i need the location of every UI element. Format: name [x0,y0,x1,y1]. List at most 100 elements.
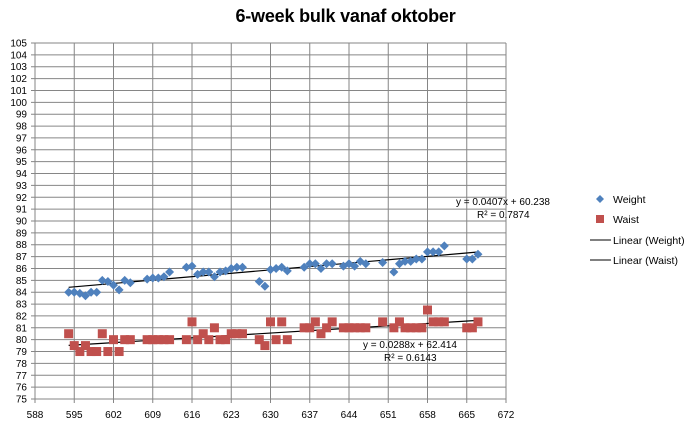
waist-point [125,335,135,345]
waist-point [266,317,275,327]
chart-title: 6-week bulk vanaf oktober [235,6,456,26]
trendline-equations: y = 0.0407x + 60.238 R² = 0.7874 y = 0.028… [363,197,550,364]
waist-point [305,323,315,333]
waist-point [97,329,107,339]
waist-point [361,323,371,333]
weight-point [400,256,410,266]
waist-point [417,323,427,333]
waist-point [260,341,270,351]
x-tick-label: 644 [341,410,358,421]
weight-point [473,249,483,259]
waist-point [316,329,326,339]
y-tick-label: 99 [16,110,28,121]
y-tick-label: 88 [16,240,28,251]
weight-point [114,285,124,295]
y-tick-label: 92 [16,193,28,204]
waist-point [120,335,130,345]
weight-point [434,247,444,257]
weight-point [439,241,449,251]
y-tick-label: 90 [16,217,28,228]
waist-point [198,329,208,339]
y-tick-label: 105 [10,39,27,50]
legend-label: Waist [613,214,639,226]
x-tick-label: 595 [66,410,83,421]
x-tick-label: 602 [105,410,122,421]
weight-point [232,262,242,272]
waist-point [64,329,74,339]
waist-point [142,335,152,345]
weight-point [428,247,438,257]
waist-point [411,323,421,333]
waist-point [271,335,281,345]
x-tick-label: 609 [144,410,161,421]
weight-point [237,262,247,272]
y-tick-label: 98 [16,122,28,133]
weight-point [125,278,135,288]
weight-point [148,273,158,283]
y-tick-label: 102 [10,74,27,85]
waist-point [439,317,449,327]
waist-point [423,305,432,315]
weight-point [187,261,197,271]
waist-point [282,335,292,345]
y-tick-label: 84 [16,288,28,299]
x-tick-label: 672 [498,410,515,421]
waist-point [400,323,410,333]
weight-r2: R² = 0.7874 [477,210,530,221]
y-tick-label: 93 [16,181,28,192]
waist-point [299,323,309,333]
waist-point [80,341,90,351]
y-tick-label: 87 [16,252,28,263]
y-tick-label: 95 [16,157,28,168]
y-tick-label: 100 [10,98,27,109]
legend-label: Weight [613,194,646,206]
waist-point [69,341,79,351]
weight-equation: y = 0.0407x + 60.238 [456,197,550,208]
y-tick-label: 75 [16,395,28,406]
y-tick-label: 82 [16,311,28,322]
waist-point [406,323,416,333]
waist-point [254,335,264,345]
y-tick-label: 79 [16,347,28,358]
waist-point [103,347,113,357]
legend-waist-icon [596,215,604,223]
weight-point [282,266,292,276]
waist-point [181,335,191,345]
waist-point [75,347,85,357]
legend-label: Linear (Weight) [613,235,685,247]
waist-point [394,317,404,327]
waist-point [187,317,197,327]
legend-label: Linear (Waist) [613,255,678,267]
weight-point [64,287,74,297]
y-tick-label: 80 [16,335,28,346]
weight-point [260,281,270,291]
waist-point [473,317,483,327]
waist-point [215,335,225,345]
x-tick-label: 588 [27,410,44,421]
waist-point [92,347,102,357]
waist-point [148,335,158,345]
weight-point [322,259,332,269]
y-tick-label: 97 [16,133,28,144]
y-tick-label: 77 [16,371,28,382]
waist-point [378,317,388,327]
waist-point [209,323,219,333]
data-points [64,241,483,357]
waist-point [462,323,472,333]
waist-point [193,335,203,345]
waist-point [159,335,169,345]
weight-point [462,254,472,264]
waist-point [428,317,438,327]
waist-point [389,323,399,333]
weight-point [350,261,360,271]
waist-point [434,317,444,327]
waist-equation: y = 0.0288x + 62.414 [363,340,457,351]
waist-point [109,335,118,345]
waist-r2: R² = 0.6143 [384,353,437,364]
y-tick-label: 85 [16,276,28,287]
weight-point [92,287,102,297]
x-tick-label: 665 [458,410,475,421]
waist-point [165,335,175,345]
waist-point [277,317,287,327]
